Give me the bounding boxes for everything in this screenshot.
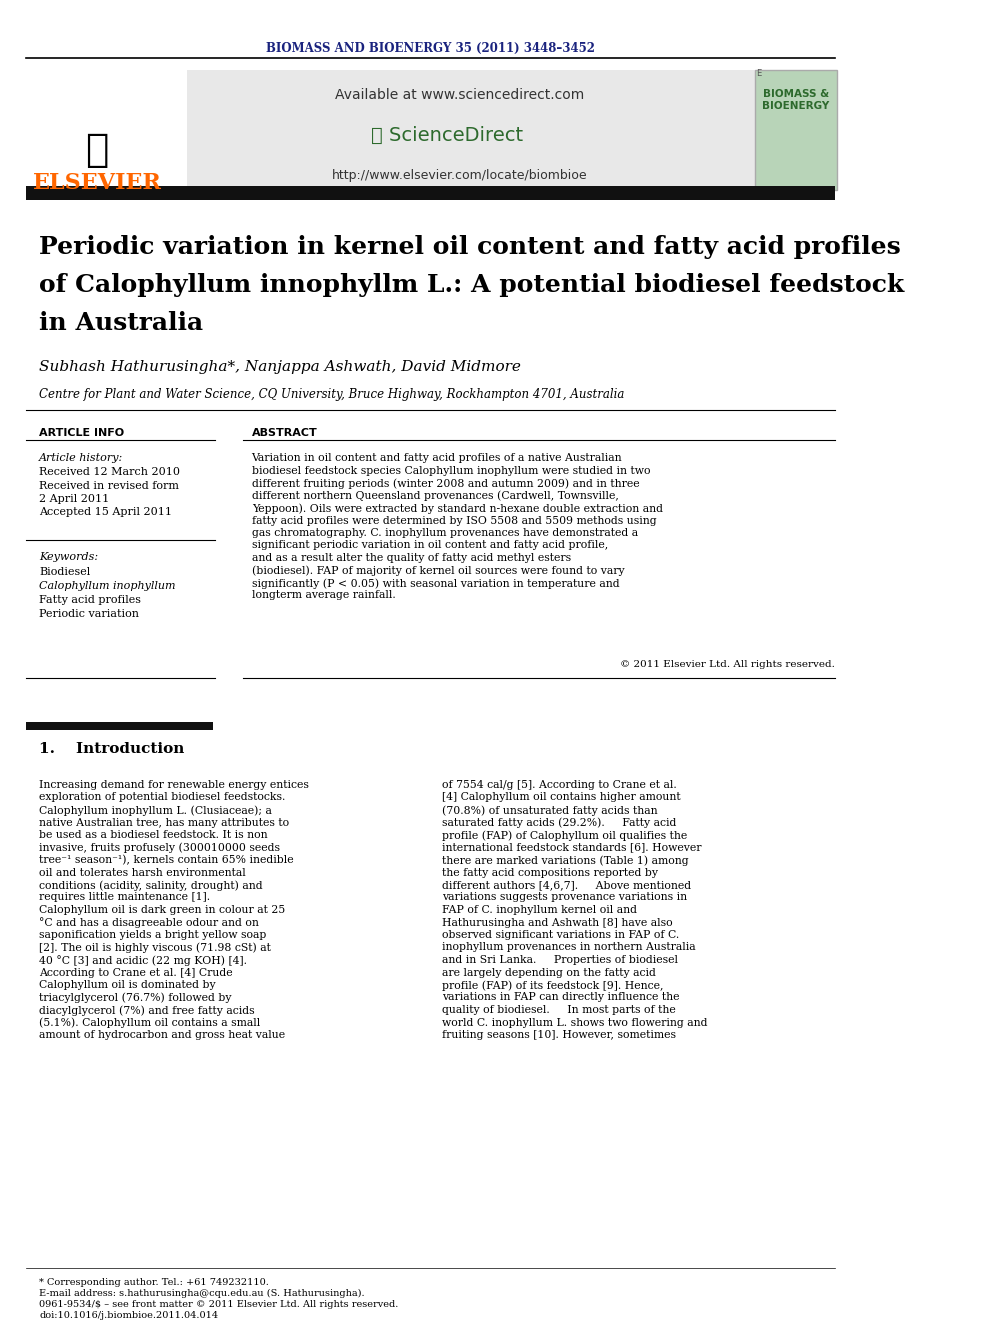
Text: Available at www.sciencedirect.com: Available at www.sciencedirect.com (335, 89, 584, 102)
Text: Keywords:: Keywords: (39, 552, 98, 562)
Text: 🌿 ScienceDirect: 🌿 ScienceDirect (371, 126, 523, 144)
Text: Accepted 15 April 2011: Accepted 15 April 2011 (39, 507, 172, 517)
Text: diacylglycerol (7%) and free fatty acids: diacylglycerol (7%) and free fatty acids (39, 1005, 255, 1016)
Text: Centre for Plant and Water Science, CQ University, Bruce Highway, Rockhampton 47: Centre for Plant and Water Science, CQ U… (39, 388, 624, 401)
Text: FAP of C. inophyllum kernel oil and: FAP of C. inophyllum kernel oil and (442, 905, 638, 916)
Text: different fruiting periods (winter 2008 and autumn 2009) and in three: different fruiting periods (winter 2008 … (252, 478, 639, 488)
Bar (26, 70, 755, 191)
Text: Yeppoon). Oils were extracted by standard n-hexane double extraction and: Yeppoon). Oils were extracted by standar… (252, 503, 663, 513)
Text: Calophyllum oil is dark green in colour at 25: Calophyllum oil is dark green in colour … (39, 905, 286, 916)
Text: of 7554 cal/g [5]. According to Crane et al.: of 7554 cal/g [5]. According to Crane et… (442, 781, 678, 790)
Text: ELSEVIER: ELSEVIER (33, 172, 162, 194)
Text: profile (FAP) of its feedstock [9]. Hence,: profile (FAP) of its feedstock [9]. Henc… (442, 980, 664, 991)
Text: According to Crane et al. [4] Crude: According to Crane et al. [4] Crude (39, 967, 233, 978)
Text: biodiesel feedstock species Calophyllum inophyllum were studied in two: biodiesel feedstock species Calophyllum … (252, 466, 650, 475)
Text: of Calophyllum innophyllm L.: A potential biodiesel feedstock: of Calophyllum innophyllm L.: A potentia… (39, 273, 905, 296)
Text: native Australian tree, has many attributes to: native Australian tree, has many attribu… (39, 818, 289, 827)
Text: doi:10.1016/j.biombioe.2011.04.014: doi:10.1016/j.biombioe.2011.04.014 (39, 1311, 218, 1320)
Text: 40 °C [3] and acidic (22 mg KOH) [4].: 40 °C [3] and acidic (22 mg KOH) [4]. (39, 955, 247, 966)
Text: ABSTRACT: ABSTRACT (252, 429, 317, 438)
Text: BIOMASS AND BIOENERGY 35 (2011) 3448–3452: BIOMASS AND BIOENERGY 35 (2011) 3448–345… (266, 41, 595, 54)
Text: observed significant variations in FAP of C.: observed significant variations in FAP o… (442, 930, 680, 941)
Text: °C and has a disagreeable odour and on: °C and has a disagreeable odour and on (39, 917, 259, 929)
Text: longterm average rainfall.: longterm average rainfall. (252, 590, 396, 601)
Text: fatty acid profiles were determined by ISO 5508 and 5509 methods using: fatty acid profiles were determined by I… (252, 516, 657, 525)
Text: Variation in oil content and fatty acid profiles of a native Australian: Variation in oil content and fatty acid … (252, 452, 622, 463)
Text: profile (FAP) of Calophyllum oil qualifies the: profile (FAP) of Calophyllum oil qualifi… (442, 830, 687, 840)
Text: © 2011 Elsevier Ltd. All rights reserved.: © 2011 Elsevier Ltd. All rights reserved… (620, 660, 834, 669)
Text: Article history:: Article history: (39, 452, 123, 463)
Text: http://www.elsevier.com/locate/biombioe: http://www.elsevier.com/locate/biombioe (332, 168, 587, 181)
Text: variations suggests provenance variations in: variations suggests provenance variation… (442, 893, 687, 902)
Text: oil and tolerates harsh environmental: oil and tolerates harsh environmental (39, 868, 246, 877)
Text: Biodiesel: Biodiesel (39, 568, 90, 577)
Text: saturated fatty acids (29.2%).     Fatty acid: saturated fatty acids (29.2%). Fatty aci… (442, 818, 677, 828)
Text: significant periodic variation in oil content and fatty acid profile,: significant periodic variation in oil co… (252, 541, 608, 550)
Text: tree⁻¹ season⁻¹), kernels contain 65% inedible: tree⁻¹ season⁻¹), kernels contain 65% in… (39, 855, 294, 865)
Text: saponification yields a bright yellow soap: saponification yields a bright yellow so… (39, 930, 267, 941)
Text: E-mail address: s.hathurusingha@cqu.edu.au (S. Hathurusingha).: E-mail address: s.hathurusingha@cqu.edu.… (39, 1289, 365, 1298)
Text: triacylglycerol (76.7%) followed by: triacylglycerol (76.7%) followed by (39, 992, 231, 1003)
Text: [4] Calophyllum oil contains higher amount: [4] Calophyllum oil contains higher amou… (442, 792, 682, 803)
Text: 🌳: 🌳 (85, 131, 109, 169)
Text: and as a result alter the quality of fatty acid methyl esters: and as a result alter the quality of fat… (252, 553, 570, 564)
Text: BIOMASS &
BIOENERGY: BIOMASS & BIOENERGY (762, 89, 829, 111)
Text: requires little maintenance [1].: requires little maintenance [1]. (39, 893, 210, 902)
Text: 1.    Introduction: 1. Introduction (39, 742, 185, 755)
Text: significantly (P < 0.05) with seasonal variation in temperature and: significantly (P < 0.05) with seasonal v… (252, 578, 619, 589)
Text: quality of biodiesel.     In most parts of the: quality of biodiesel. In most parts of t… (442, 1005, 677, 1015)
Text: Periodic variation: Periodic variation (39, 609, 139, 619)
Text: (70.8%) of unsaturated fatty acids than: (70.8%) of unsaturated fatty acids than (442, 804, 658, 815)
Text: Periodic variation in kernel oil content and fatty acid profiles: Periodic variation in kernel oil content… (39, 235, 901, 259)
Text: exploration of potential biodiesel feedstocks.: exploration of potential biodiesel feeds… (39, 792, 286, 803)
Text: Calophyllum oil is dominated by: Calophyllum oil is dominated by (39, 980, 215, 990)
Text: * Corresponding author. Tel.: +61 749232110.: * Corresponding author. Tel.: +61 749232… (39, 1278, 269, 1287)
Text: 0961-9534/$ – see front matter © 2011 Elsevier Ltd. All rights reserved.: 0961-9534/$ – see front matter © 2011 El… (39, 1301, 399, 1308)
Text: fruiting seasons [10]. However, sometimes: fruiting seasons [10]. However, sometime… (442, 1031, 677, 1040)
Text: Hathurusingha and Ashwath [8] have also: Hathurusingha and Ashwath [8] have also (442, 917, 674, 927)
Text: ARTICLE INFO: ARTICLE INFO (39, 429, 124, 438)
Text: 2 April 2011: 2 April 2011 (39, 493, 109, 504)
Text: amount of hydrocarbon and gross heat value: amount of hydrocarbon and gross heat val… (39, 1031, 285, 1040)
Text: (5.1%). Calophyllum oil contains a small: (5.1%). Calophyllum oil contains a small (39, 1017, 260, 1028)
Text: variations in FAP can directly influence the: variations in FAP can directly influence… (442, 992, 680, 1003)
Text: different northern Queensland provenances (Cardwell, Townsville,: different northern Queensland provenance… (252, 491, 618, 501)
Text: Received 12 March 2010: Received 12 March 2010 (39, 467, 180, 478)
Text: Subhash Hathurusingha*, Nanjappa Ashwath, David Midmore: Subhash Hathurusingha*, Nanjappa Ashwath… (39, 360, 521, 374)
Text: gas chromatography. C. inophyllum provenances have demonstrated a: gas chromatography. C. inophyllum proven… (252, 528, 638, 538)
Text: conditions (acidity, salinity, drought) and: conditions (acidity, salinity, drought) … (39, 880, 263, 890)
Text: are largely depending on the fatty acid: are largely depending on the fatty acid (442, 967, 657, 978)
Text: inophyllum provenances in northern Australia: inophyllum provenances in northern Austr… (442, 942, 696, 953)
Text: the fatty acid compositions reported by: the fatty acid compositions reported by (442, 868, 659, 877)
Text: E: E (757, 69, 762, 78)
Bar (26, 722, 212, 730)
Text: in Australia: in Australia (39, 311, 203, 335)
Text: Calophyllum inophyllum L. (Clusiaceae); a: Calophyllum inophyllum L. (Clusiaceae); … (39, 804, 272, 815)
Text: [2]. The oil is highly viscous (71.98 cSt) at: [2]. The oil is highly viscous (71.98 cS… (39, 942, 271, 953)
Text: be used as a biodiesel feedstock. It is non: be used as a biodiesel feedstock. It is … (39, 830, 268, 840)
Bar (755, 70, 837, 191)
Text: Fatty acid profiles: Fatty acid profiles (39, 595, 141, 605)
Text: (biodiesel). FAP of majority of kernel oil sources were found to vary: (biodiesel). FAP of majority of kernel o… (252, 565, 624, 576)
Text: Calophyllum inophyllum: Calophyllum inophyllum (39, 581, 176, 591)
Text: different authors [4,6,7].     Above mentioned: different authors [4,6,7]. Above mention… (442, 880, 691, 890)
Text: world C. inophyllum L. shows two flowering and: world C. inophyllum L. shows two floweri… (442, 1017, 708, 1028)
Text: invasive, fruits profusely (300010000 seeds: invasive, fruits profusely (300010000 se… (39, 843, 280, 853)
Text: there are marked variations (Table 1) among: there are marked variations (Table 1) am… (442, 855, 689, 865)
Text: Increasing demand for renewable energy entices: Increasing demand for renewable energy e… (39, 781, 309, 790)
Bar (26, 70, 186, 191)
Bar (26, 187, 834, 200)
Text: Received in revised form: Received in revised form (39, 482, 179, 491)
Text: and in Sri Lanka.     Properties of biodiesel: and in Sri Lanka. Properties of biodiese… (442, 955, 679, 964)
Text: international feedstock standards [6]. However: international feedstock standards [6]. H… (442, 843, 702, 852)
